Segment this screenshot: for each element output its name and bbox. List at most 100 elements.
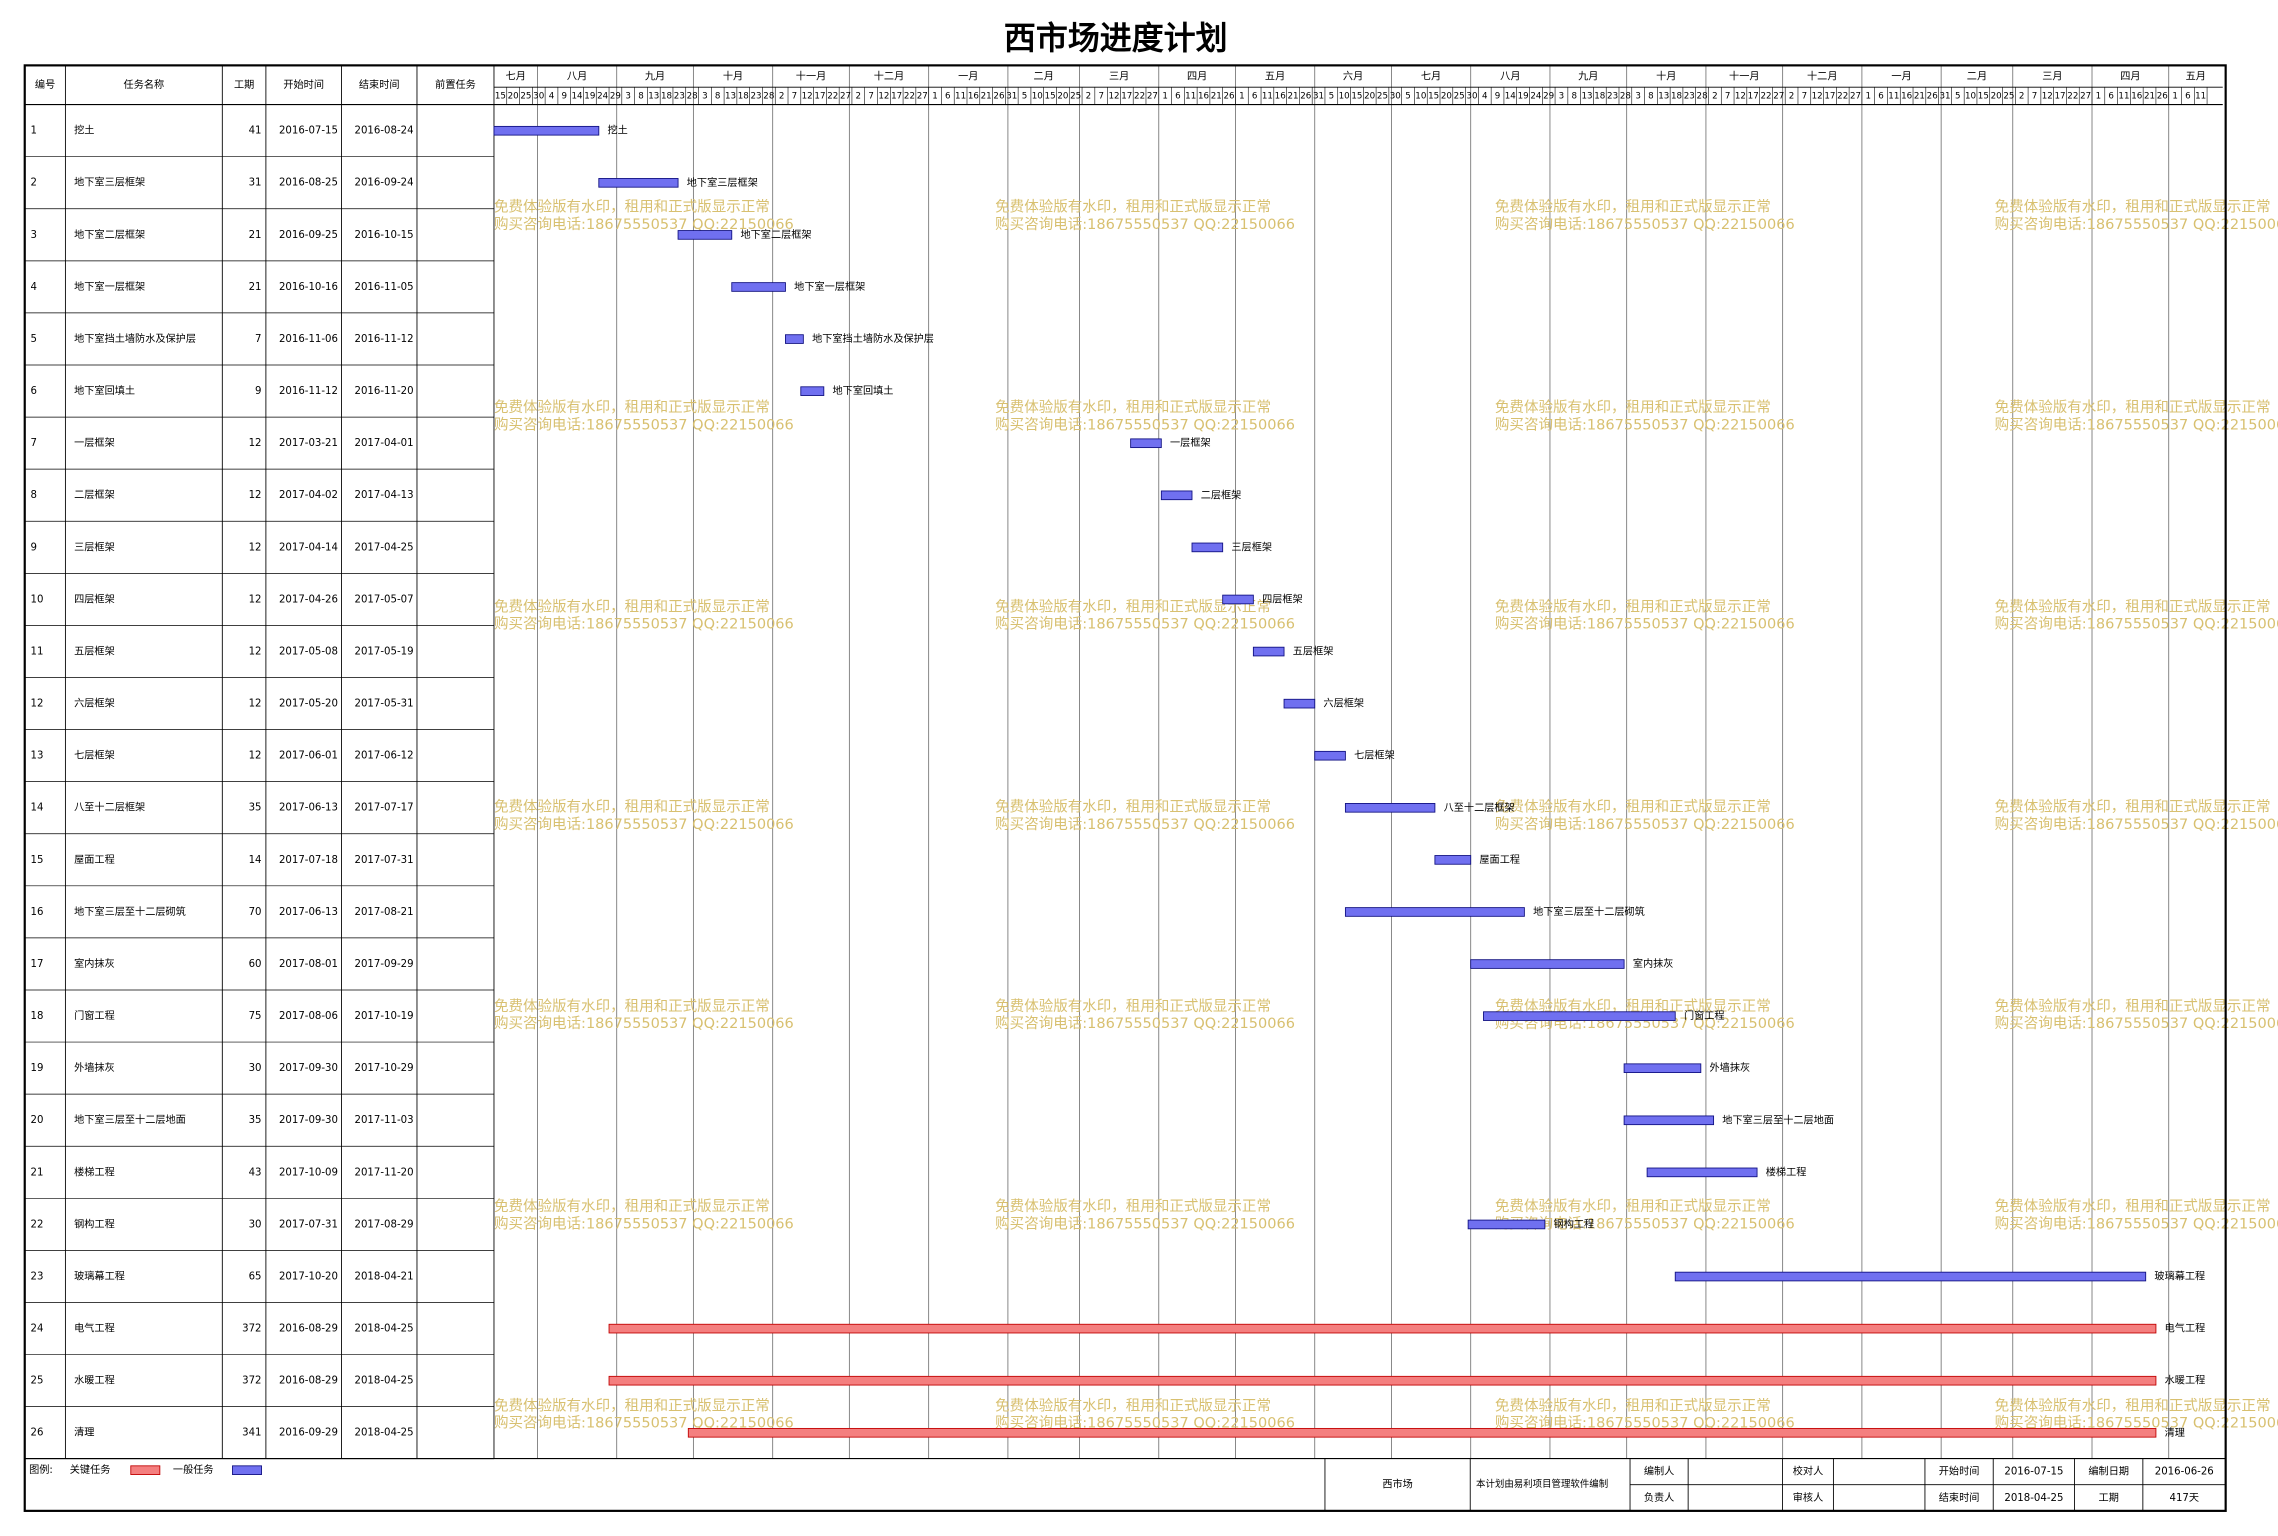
task-name: 水暖工程	[74, 1374, 115, 1387]
bar-label: 室内抹灰	[1633, 957, 1674, 970]
day-label: 27	[2080, 91, 2091, 101]
bar-label: 一层框架	[1170, 436, 1211, 449]
day-label: 16	[1198, 91, 1209, 101]
month-label: 二月	[1967, 70, 1987, 82]
task-bar	[1160, 490, 1193, 501]
month-label: 八月	[1500, 70, 1520, 82]
end-date: 2016-11-05	[355, 282, 414, 293]
row-id: 16	[31, 907, 44, 918]
day-label: 30	[533, 91, 544, 101]
start-date: 2017-10-09	[279, 1167, 338, 1178]
watermark: 免费体验版有水印，租用和正式版显示正常	[995, 998, 1271, 1015]
day-label: 8	[1648, 91, 1654, 101]
task-name: 一层框架	[74, 436, 115, 449]
end-date: 2017-09-29	[355, 959, 414, 970]
day-label: 15	[1045, 91, 1056, 101]
day-label: 6	[2185, 91, 2191, 101]
start-date: 2017-08-01	[279, 959, 338, 970]
bar-label: 六层框架	[1323, 697, 1364, 710]
end-date: 2018-04-25	[355, 1376, 414, 1387]
task-name: 七层框架	[74, 749, 115, 762]
task-name: 六层框架	[74, 697, 115, 710]
legend-title: 图例:	[29, 1463, 53, 1476]
day-label: 2	[1789, 91, 1795, 101]
end-date: 2017-11-03	[355, 1115, 414, 1126]
day-label: 15	[1428, 91, 1439, 101]
footer-cell: 开始时间	[1939, 1465, 1980, 1478]
duration: 9	[255, 386, 261, 397]
day-label: 2	[779, 91, 785, 101]
task-name: 五层框架	[74, 644, 115, 657]
day-label: 3	[1559, 91, 1565, 101]
day-label: 25	[2003, 91, 2014, 101]
bar-label: 地下室三层至十二层砌筑	[1533, 905, 1645, 918]
task-bar	[1623, 1063, 1702, 1074]
start-date: 2017-05-20	[279, 699, 338, 710]
day-label: 31	[1313, 91, 1324, 101]
bar-label: 地下室挡土墙防水及保护层	[812, 332, 934, 345]
task-bar	[1646, 1167, 1758, 1178]
day-label: 25	[1377, 91, 1388, 101]
day-label: 2	[856, 91, 862, 101]
bar-label: 楼梯工程	[1766, 1165, 1807, 1178]
watermark: 免费体验版有水印，租用和正式版显示正常	[1495, 799, 1771, 816]
bar-label: 地下室三层框架	[687, 176, 758, 189]
day-label: 30	[1466, 91, 1477, 101]
day-label: 25	[1454, 91, 1465, 101]
watermark: 免费体验版有水印，租用和正式版显示正常	[1995, 1198, 2271, 1215]
task-name: 电气工程	[74, 1322, 115, 1335]
row-id: 14	[31, 803, 44, 814]
task-name: 钢构工程	[74, 1217, 115, 1230]
month-label: 一月	[1891, 70, 1911, 82]
month-label: 四月	[2120, 70, 2140, 82]
month-label: 八月	[567, 70, 587, 82]
end-date: 2018-04-21	[355, 1271, 414, 1282]
task-bar	[608, 1375, 2157, 1386]
start-date: 2017-04-02	[279, 490, 338, 501]
task-bar	[687, 1427, 2157, 1438]
watermark: 购买咨询电话:18675550537 QQ:22150066	[1495, 216, 1795, 233]
month-label: 十月	[1656, 69, 1676, 82]
task-bar	[1674, 1271, 2147, 1282]
watermark: 购买咨询电话:18675550537 QQ:22150066	[494, 1015, 794, 1032]
month-label: 二月	[1034, 70, 1054, 82]
end-date: 2018-04-25	[355, 1324, 414, 1335]
day-label: 31	[1006, 91, 1017, 101]
day-label: 8	[638, 91, 644, 101]
day-label: 10	[1415, 91, 1426, 101]
chart-title: 西市场进度计划	[1004, 19, 1228, 57]
task-name: 地下室二层框架	[74, 228, 145, 241]
footer-cell: 2018-04-25	[2004, 1493, 2063, 1504]
watermark: 购买咨询电话:18675550537 QQ:22150066	[494, 616, 794, 633]
row-id: 13	[31, 751, 44, 762]
duration: 75	[249, 1011, 262, 1022]
duration: 31	[249, 178, 262, 189]
row-id: 7	[31, 438, 37, 449]
day-label: 16	[1901, 91, 1912, 101]
end-date: 2017-11-20	[355, 1167, 414, 1178]
day-label: 26	[1927, 91, 1938, 101]
day-label: 17	[891, 91, 902, 101]
start-date: 2017-07-31	[279, 1219, 338, 1230]
bar-label: 八至十二层框架	[1444, 801, 1515, 814]
day-label: 22	[1134, 91, 1145, 101]
task-name: 地下室三层至十二层地面	[74, 1113, 186, 1126]
watermark: 免费体验版有水印，租用和正式版显示正常	[1495, 598, 1771, 615]
watermark: 购买咨询电话:18675550537 QQ:22150066	[1995, 816, 2278, 833]
row-id: 11	[31, 646, 44, 657]
task-name: 清理	[74, 1426, 94, 1439]
task-name: 地下室挡土墙防水及保护层	[74, 332, 196, 345]
day-label: 11	[2118, 91, 2129, 101]
task-bar	[1483, 1011, 1676, 1021]
row-id: 26	[31, 1428, 44, 1439]
row-id: 18	[31, 1011, 44, 1022]
column-header: 任务名称	[124, 78, 165, 91]
day-label: 30	[1390, 91, 1401, 101]
day-label: 24	[1530, 91, 1542, 101]
row-id: 23	[31, 1271, 44, 1282]
day-label: 11	[1262, 91, 1273, 101]
row-id: 25	[31, 1376, 44, 1387]
task-bar	[785, 334, 804, 344]
day-label: 26	[2157, 91, 2168, 101]
month-label: 十月	[723, 69, 743, 82]
